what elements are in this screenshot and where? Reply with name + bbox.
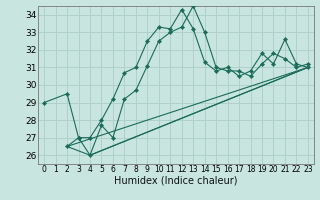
X-axis label: Humidex (Indice chaleur): Humidex (Indice chaleur) [114, 176, 238, 186]
